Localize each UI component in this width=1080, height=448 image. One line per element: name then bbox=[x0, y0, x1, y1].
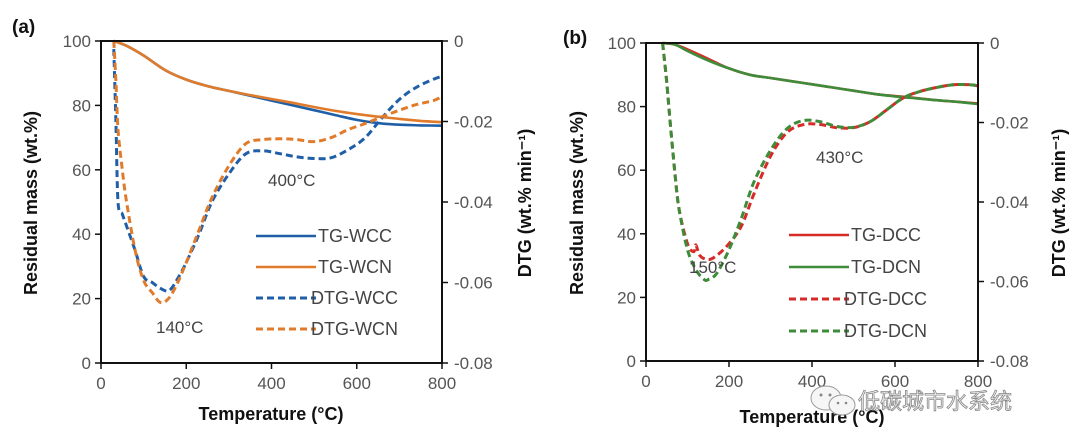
wechat-logo-icon bbox=[810, 385, 856, 416]
legend-item: DTG-DCN bbox=[789, 321, 927, 341]
y2-tick-label: -0.06 bbox=[990, 273, 1029, 292]
axes: 0 200 400 600 800 0 20 40 60 80 100 -0.08 -0.06 -0.04… bbox=[608, 34, 1029, 391]
y2-tick-label: 0 bbox=[454, 32, 463, 51]
panel-b: (b) 0 200 400 600 800 0 20 40 60 80 100 -0.08 -0.06 -… bbox=[563, 28, 1069, 427]
series-line-dtg-wcn bbox=[112, 40, 443, 305]
y-tick-label: 60 bbox=[72, 161, 91, 180]
legend: TG-WCC TG-WCN DTG-WCC DTG-WCN bbox=[256, 226, 398, 339]
legend-label: DTG-WCC bbox=[311, 288, 398, 308]
series-line-tg-dcn bbox=[662, 41, 979, 106]
x-tick-label: 0 bbox=[96, 374, 105, 393]
y-tick-label: 0 bbox=[82, 354, 91, 373]
y2-tick-label: -0.08 bbox=[990, 352, 1029, 371]
x-tick-label: 600 bbox=[343, 374, 371, 393]
legend: TG-DCC TG-DCN DTG-DCC DTG-DCN bbox=[789, 225, 927, 341]
legend-item: DTG-WCN bbox=[256, 319, 398, 339]
x-tick-label: 400 bbox=[798, 372, 826, 391]
y2-axis-title: DTG (wt.% min⁻¹) bbox=[515, 129, 535, 277]
x-tick-label: 200 bbox=[172, 374, 200, 393]
y-tick-label: 100 bbox=[608, 34, 636, 53]
legend-item: TG-DCC bbox=[789, 225, 921, 245]
series-line-dtg-wcc bbox=[112, 49, 443, 293]
axes: 0 200 400 600 800 0 20 40 60 80 100 -0.08 -0.06 -0.04… bbox=[63, 32, 493, 393]
y2-tick-label: -0.02 bbox=[990, 114, 1029, 133]
legend-label: TG-DCN bbox=[851, 257, 921, 277]
y2-tick-label: -0.02 bbox=[454, 113, 493, 132]
legend-label: DTG-WCN bbox=[311, 319, 398, 339]
x-tick-label: 800 bbox=[428, 374, 456, 393]
y-tick-label: 20 bbox=[617, 288, 636, 307]
legend-item: TG-WCC bbox=[256, 226, 392, 246]
annotation-peak-2: 400°C bbox=[268, 171, 315, 190]
y-tick-label: 80 bbox=[72, 96, 91, 115]
series-layer bbox=[112, 39, 443, 305]
x-tick-label: 200 bbox=[715, 372, 743, 391]
x-tick-label: 400 bbox=[257, 374, 285, 393]
plot-frame bbox=[100, 40, 443, 364]
legend-label: TG-DCC bbox=[851, 225, 921, 245]
annotation-peak-1: 150°C bbox=[689, 258, 736, 277]
y-tick-label: 0 bbox=[627, 352, 636, 371]
panel-a: (a) 0 200 400 600 800 0 20 40 60 80 100 -0.08 -0.06 -… bbox=[12, 17, 535, 424]
panel-label: (a) bbox=[12, 17, 35, 38]
series-line-tg-dcc bbox=[662, 41, 979, 105]
y-tick-label: 60 bbox=[617, 161, 636, 180]
annotation-peak-2: 430°C bbox=[816, 148, 863, 167]
legend-label: DTG-DCC bbox=[844, 289, 927, 309]
y2-tick-label: -0.06 bbox=[454, 274, 493, 293]
series-line-dtg-dcc bbox=[661, 42, 979, 262]
y2-tick-label: -0.04 bbox=[990, 193, 1029, 212]
series-line-tg-wcn bbox=[113, 39, 443, 124]
y-tick-label: 100 bbox=[63, 32, 91, 51]
panel-label: (b) bbox=[563, 28, 587, 49]
y2-tick-label: -0.04 bbox=[454, 193, 493, 212]
watermark-text: 低碳城市水系统 bbox=[858, 390, 1012, 415]
y-tick-label: 20 bbox=[72, 290, 91, 309]
watermark: 低碳城市水系统 bbox=[810, 385, 1012, 416]
legend-label: TG-WCC bbox=[318, 226, 392, 246]
x-tick-label: 600 bbox=[881, 372, 909, 391]
legend-item: TG-DCN bbox=[789, 257, 921, 277]
y-axis-title: Residual mass (wt.%) bbox=[21, 111, 41, 295]
y-tick-label: 80 bbox=[617, 98, 636, 117]
legend-item: TG-WCN bbox=[256, 257, 392, 277]
legend-label: DTG-DCN bbox=[844, 321, 927, 341]
x-axis-title: Temperature (°C) bbox=[199, 404, 344, 424]
legend-item: DTG-DCC bbox=[789, 289, 927, 309]
y-tick-label: 40 bbox=[617, 225, 636, 244]
y-axis-title: Residual mass (wt.%) bbox=[567, 111, 587, 295]
y2-tick-label: 0 bbox=[990, 34, 999, 53]
annotation-peak-1: 140°C bbox=[156, 318, 203, 337]
y2-axis-title: DTG (wt.% min⁻¹) bbox=[1049, 129, 1069, 277]
y-tick-label: 40 bbox=[72, 225, 91, 244]
series-layer bbox=[661, 41, 979, 283]
legend-item: DTG-WCC bbox=[256, 288, 398, 308]
y2-tick-label: -0.08 bbox=[454, 354, 493, 373]
x-tick-label: 0 bbox=[641, 372, 650, 391]
x-tick-label: 800 bbox=[964, 372, 992, 391]
series-line-dtg-dcn bbox=[661, 42, 979, 283]
legend-label: TG-WCN bbox=[318, 257, 392, 277]
